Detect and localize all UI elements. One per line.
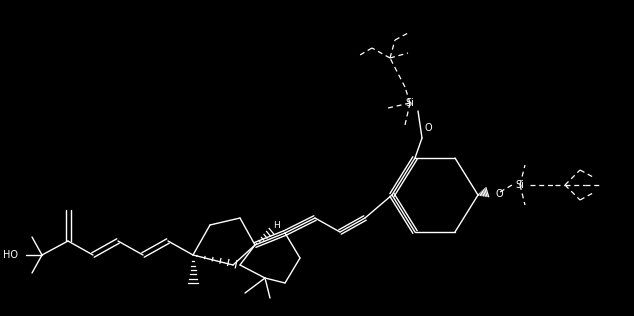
Text: Si: Si: [406, 98, 415, 108]
Text: H: H: [274, 221, 280, 229]
Text: HO: HO: [3, 250, 18, 260]
Text: O: O: [424, 123, 432, 133]
Text: Si: Si: [515, 180, 524, 190]
Text: O: O: [496, 189, 503, 199]
